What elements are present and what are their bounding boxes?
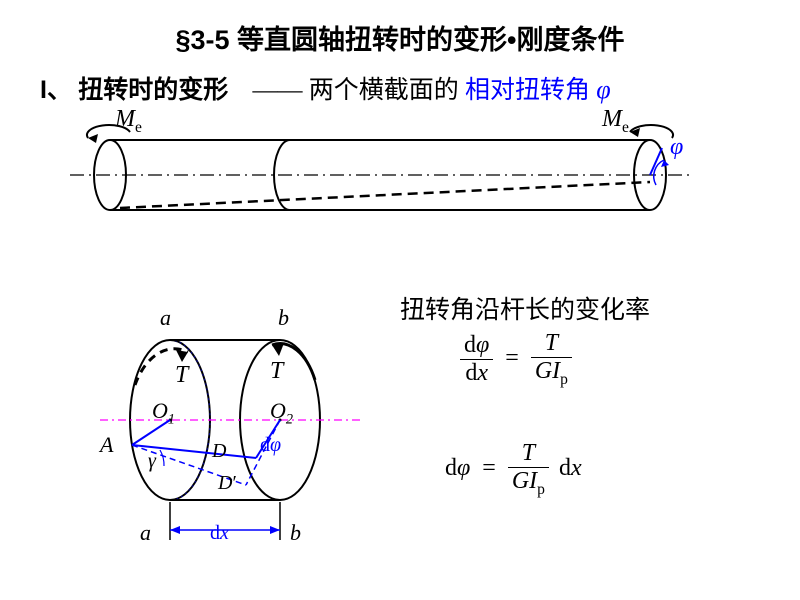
page-title: §3-5 等直圆轴扭转时的变形•刚度条件	[0, 18, 800, 57]
label-b-top: b	[278, 305, 289, 331]
label-dprime: D′	[218, 472, 237, 495]
section-desc-black: 两个横截面的	[309, 77, 459, 104]
shaft-phi-label: φ	[670, 134, 683, 161]
section-dash: ——	[234, 77, 302, 104]
label-o2: O2	[270, 398, 293, 428]
label-gamma: γ	[148, 450, 156, 473]
me-right-label: Me	[602, 106, 629, 137]
section-number: I、	[40, 76, 72, 104]
formula-rate: dφ dx = T GIp	[460, 330, 572, 389]
section-label: 扭转时的变形	[78, 76, 228, 104]
section-desc-blue: 相对扭转角	[465, 77, 590, 104]
label-d: D	[212, 440, 226, 463]
label-dphi: dφ	[260, 434, 281, 457]
label-a-point: A	[100, 432, 113, 458]
label-b-bottom: b	[290, 520, 301, 546]
section-heading: I、 扭转时的变形 —— 两个横截面的 相对扭转角 φ	[40, 70, 611, 106]
formula-dphi: dφ = T GIp dx	[445, 440, 582, 499]
section-phi: φ	[596, 75, 610, 104]
rate-text: 扭转角沿杆长的变化率	[400, 290, 650, 326]
me-left-label: Me	[115, 106, 142, 137]
label-t-right: T	[270, 358, 283, 385]
label-t-left: T	[175, 362, 188, 389]
label-dx: dx	[210, 522, 229, 545]
label-a-bottom: a	[140, 520, 151, 546]
label-o1: O1	[152, 398, 175, 428]
label-a-top: a	[160, 305, 171, 331]
